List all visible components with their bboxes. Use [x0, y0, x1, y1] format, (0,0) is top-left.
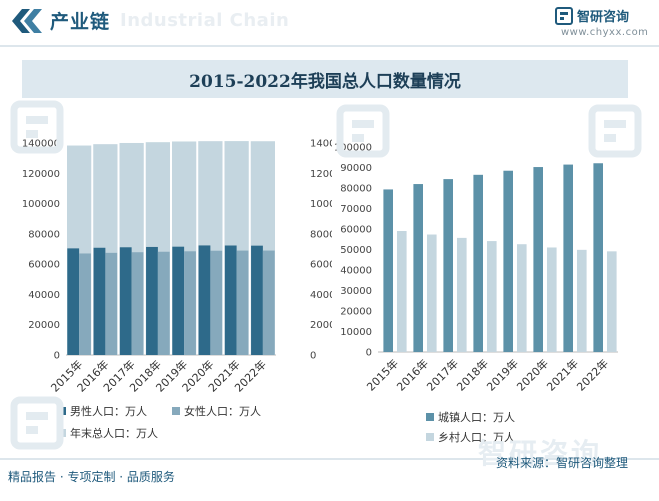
y-tick-label: 10000: [340, 327, 372, 338]
gender-population-chart: 0 0 20000 20000 40000 40000 60000 60000 80000 800…: [22, 139, 348, 395]
y-tick-label: 90000: [340, 163, 372, 174]
legend-total: 年末总人口：万人: [58, 425, 158, 441]
y-tick-label: 50000: [340, 245, 372, 256]
y-tick-label-right: 60000: [310, 260, 332, 271]
y-tick-label-right: 120000: [310, 169, 332, 180]
bar-male: [67, 248, 80, 355]
chart-title: 2015-2022年我国总人口数量情况: [189, 71, 461, 92]
bar-urban: [563, 164, 573, 352]
bar-urban: [503, 170, 513, 352]
bar-rural: [427, 234, 437, 352]
bar-female: [184, 251, 196, 355]
bar-urban: [473, 174, 483, 352]
y-tick-label-left: 20000: [28, 320, 60, 331]
bar-male: [224, 245, 237, 355]
y-tick-label: 40000: [340, 266, 372, 277]
footer: 智研咨询 精品报告 · 专项定制 · 品质服务 资料来源：智研咨询整理: [0, 437, 659, 501]
bar-female: [262, 250, 275, 355]
legend-urban-label: 城镇人口：万人: [438, 411, 515, 424]
bar-rural: [457, 237, 467, 352]
header-divider: [0, 45, 659, 47]
y-tick-label-right: 0: [310, 351, 316, 362]
bar-rural: [577, 249, 587, 352]
bar-female: [236, 250, 249, 355]
y-tick-label-right: 80000: [310, 229, 332, 240]
bar-rural: [397, 231, 407, 352]
y-tick-label-right: 40000: [310, 290, 332, 301]
y-tick-label: 30000: [340, 286, 372, 297]
y-tick-label: 20000: [340, 307, 372, 318]
legend-total-label: 年末总人口：万人: [70, 427, 158, 440]
footer-tagline: 精品报告 · 专项定制 · 品质服务: [8, 470, 175, 484]
data-source: 资料来源：智研咨询整理: [496, 456, 629, 470]
legend-male-swatch: [58, 407, 66, 415]
footer-divider: [0, 458, 659, 460]
bar-female: [157, 251, 170, 355]
brand-logo-icon: [555, 7, 573, 25]
chart-title-banner: 2015-2022年我国总人口数量情况: [22, 60, 628, 98]
header: Industrial Chain 产业链 智研咨询 www.chyxx.com: [0, 0, 659, 47]
legend-total-swatch: [58, 429, 66, 437]
legend-rural: 乡村人口：万人: [426, 429, 515, 445]
right-legend: 城镇人口：万人 乡村人口：万人: [332, 98, 628, 450]
bar-male: [119, 247, 132, 355]
bar-urban: [593, 163, 603, 352]
bar-female: [105, 252, 118, 355]
brand-name: 智研咨询: [577, 10, 630, 25]
y-tick-label-left: 100000: [22, 199, 60, 210]
page-title: 产业链: [50, 11, 111, 33]
bar-male: [172, 246, 185, 355]
bar-urban: [413, 184, 423, 352]
y-tick-label-left: 120000: [22, 169, 60, 180]
y-tick-label-left: 40000: [28, 290, 60, 301]
brand-url: www.chyxx.com: [561, 27, 649, 38]
y-tick-label-left: 0: [54, 351, 60, 362]
legend-urban-swatch: [426, 413, 434, 421]
legend-rural-swatch: [426, 433, 434, 441]
double-chevron-icon: [12, 9, 42, 33]
bar-male: [198, 245, 211, 355]
header-watermark: Industrial Chain: [120, 10, 290, 31]
y-tick-label: 80000: [340, 184, 372, 195]
bar-female: [210, 250, 223, 355]
y-tick-label: 70000: [340, 204, 372, 215]
right-chart-panel: 0 10000 20000 30000 40000 50000 60000 70000 8000…: [332, 98, 628, 450]
bar-rural: [487, 241, 497, 352]
left-legend: 男性人口：万人 女性人口：万人 年末总人口：万人: [22, 98, 332, 450]
legend-female: 女性人口：万人: [172, 403, 261, 419]
urban-rural-population-chart: 0 10000 20000 30000 40000 50000 60000 70000 8000…: [334, 143, 618, 394]
bar-male: [146, 246, 158, 355]
bar-rural: [607, 251, 617, 352]
legend-male: 男性人口：万人: [58, 403, 147, 419]
y-tick-label: 60000: [340, 225, 372, 236]
y-tick-label-left: 60000: [28, 260, 60, 271]
legend-urban: 城镇人口：万人: [426, 409, 515, 425]
bar-urban: [533, 167, 543, 352]
bar-female: [131, 252, 144, 355]
brand: 智研咨询 www.chyxx.com: [555, 6, 649, 42]
left-chart-panel: 0 0 20000 20000 40000 40000 60000 60000 80000 800…: [22, 98, 348, 450]
y-tick-label-right: 100000: [310, 199, 332, 210]
y-tick-label-right: 20000: [310, 320, 332, 331]
legend-female-swatch: [172, 407, 180, 415]
bar-urban: [443, 179, 453, 352]
bar-male: [93, 247, 106, 355]
y-tick-label: 0: [366, 348, 372, 359]
y-tick-label-left: 80000: [28, 229, 60, 240]
bar-urban: [383, 189, 393, 352]
y-tick-label-right: 140000: [310, 139, 332, 150]
legend-male-label: 男性人口：万人: [70, 405, 147, 418]
legend-rural-label: 乡村人口：万人: [438, 431, 515, 444]
bar-rural: [547, 247, 557, 352]
bar-male: [251, 245, 263, 355]
legend-female-label: 女性人口：万人: [184, 405, 261, 418]
bar-female: [79, 253, 91, 355]
bar-rural: [517, 244, 527, 352]
footer-watermark: 智研咨询: [478, 437, 603, 470]
